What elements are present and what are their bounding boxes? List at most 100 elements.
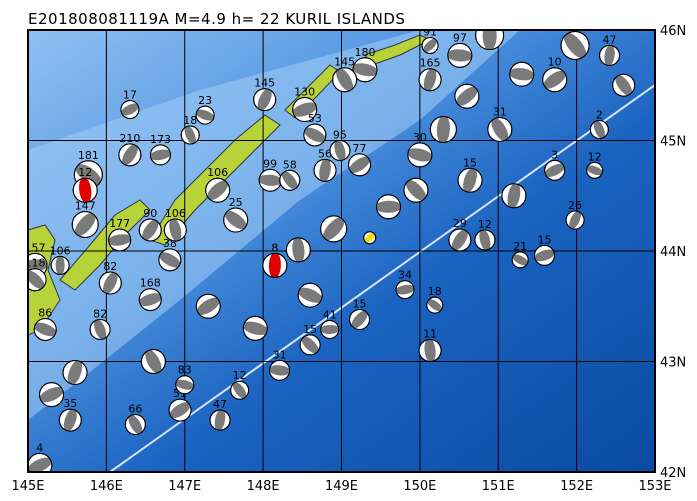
focal-mechanism-beachball[interactable]: 8: [262, 241, 288, 278]
focal-mechanism-beachball[interactable]: 21: [511, 240, 530, 269]
focal-mechanism-beachball[interactable]: 17: [119, 89, 141, 120]
focal-mechanism-beachball[interactable]: [285, 236, 311, 263]
focal-mechanism-beachball[interactable]: [37, 382, 66, 408]
focal-mechanism-beachball[interactable]: 11: [418, 327, 442, 363]
focal-mechanism-beachball[interactable]: 47: [209, 398, 231, 432]
focal-mechanism-beachball[interactable]: 34: [394, 269, 415, 300]
focal-mechanism-beachball[interactable]: 18: [180, 114, 200, 146]
focal-mechanism-beachball[interactable]: 86: [32, 306, 59, 341]
focal-mechanism-beachball[interactable]: 210: [118, 132, 142, 168]
focal-mechanism-beachball[interactable]: 26: [565, 199, 585, 231]
focal-mechanism-beachball[interactable]: 145: [332, 56, 358, 94]
focal-mechanism-beachball[interactable]: 15: [349, 298, 371, 332]
event-label: 165: [420, 57, 441, 70]
event-label: 4: [36, 441, 43, 454]
focal-mechanism-beachball[interactable]: [612, 72, 636, 98]
event-label: 17: [123, 89, 137, 102]
focal-mechanism-beachball[interactable]: 168: [137, 277, 163, 312]
focal-mechanism-beachball[interactable]: 12: [72, 166, 98, 204]
focal-mechanism-beachball[interactable]: 23: [194, 94, 216, 125]
event-label: 168: [140, 277, 161, 290]
event-label: 95: [333, 128, 347, 141]
focal-mechanism-beachball[interactable]: 130: [290, 86, 319, 123]
focal-mechanism-beachball[interactable]: 181: [72, 149, 105, 190]
focal-mechanism-beachball[interactable]: 82: [98, 260, 122, 296]
focal-mechanism-beachball[interactable]: 58: [279, 158, 301, 192]
focal-mechanism-beachball[interactable]: 177: [107, 217, 133, 252]
focal-mechanism-beachball[interactable]: 83: [174, 364, 195, 395]
focal-mechanism-beachball[interactable]: 118: [23, 257, 48, 292]
focal-mechanism-beachball[interactable]: 173: [149, 133, 173, 166]
focal-mechanism-beachball[interactable]: 10: [540, 56, 569, 93]
focal-mechanism-beachball[interactable]: 25: [222, 196, 250, 233]
focal-mechanism-beachball[interactable]: 15: [532, 233, 556, 266]
focal-mechanism-beachball[interactable]: [62, 358, 88, 387]
focal-mechanism-beachball[interactable]: 12: [230, 369, 250, 401]
focal-mechanism-beachball[interactable]: 66: [124, 402, 146, 436]
focal-mechanism-beachball[interactable]: 99: [258, 157, 283, 192]
focal-mechanism-beachball[interactable]: 82: [89, 307, 111, 341]
focal-mechanism-beachball[interactable]: 91: [421, 25, 439, 54]
focal-mechanism-beachball[interactable]: 30: [406, 131, 434, 168]
focal-mechanism-beachball[interactable]: [402, 177, 429, 204]
focal-mechanism-beachball[interactable]: 56: [313, 147, 337, 183]
focal-mechanism-beachball[interactable]: 180: [351, 46, 379, 83]
focal-mechanism-beachball[interactable]: 95: [329, 128, 351, 162]
focal-mechanism-beachball[interactable]: [429, 115, 457, 144]
focal-mechanism-beachball[interactable]: 47: [599, 33, 621, 67]
focal-mechanism-beachball[interactable]: [363, 231, 377, 245]
focal-mechanism-beachball[interactable]: [319, 214, 348, 244]
focal-mechanism-beachball[interactable]: 97: [446, 31, 473, 68]
event-label: 91: [423, 25, 437, 38]
focal-mechanism-beachball[interactable]: 90: [138, 207, 162, 243]
focal-mechanism-beachball[interactable]: 147: [71, 199, 99, 239]
event-label: 23: [198, 94, 212, 107]
event-label: 47: [603, 33, 617, 46]
focal-mechanism-beachball[interactable]: 15: [299, 323, 322, 356]
event-label: 66: [128, 402, 142, 415]
focal-mechanism-beachball[interactable]: 106: [163, 207, 187, 243]
event-label: 210: [119, 132, 140, 145]
focal-mechanism-beachball[interactable]: [375, 194, 402, 220]
event-label: 10: [548, 56, 562, 69]
focal-mechanism-beachball[interactable]: 2: [589, 108, 609, 140]
focal-mechanism-beachball[interactable]: 35: [58, 397, 82, 433]
focal-mechanism-beachball[interactable]: 106: [204, 166, 232, 203]
event-label: 3: [551, 148, 558, 161]
focal-mechanism-beachball[interactable]: 38: [157, 237, 183, 272]
event-label: 90: [143, 207, 157, 220]
focal-mechanism-beachball[interactable]: 15: [457, 156, 483, 194]
event-label: 29: [453, 217, 467, 230]
focal-mechanism-beachball[interactable]: 53: [302, 112, 329, 147]
focal-mechanism-beachball[interactable]: [296, 282, 325, 308]
focal-mechanism-beachball[interactable]: 31: [268, 348, 291, 381]
focal-mechanism-beachball[interactable]: 12: [585, 150, 604, 179]
focal-mechanism-beachball[interactable]: 29: [448, 217, 472, 253]
focal-mechanism-beachball[interactable]: [501, 182, 527, 210]
focal-mechanism-beachball[interactable]: [453, 83, 481, 109]
focal-mechanism-beachball[interactable]: 165: [418, 57, 442, 93]
focal-mechanism-beachball[interactable]: 3: [543, 148, 567, 181]
trench-line: [109, 84, 655, 472]
lon-tick-label: 147E: [168, 479, 201, 494]
event-label: 106: [207, 166, 228, 179]
event-label: 15: [463, 156, 477, 169]
focal-mechanism-beachball[interactable]: 4: [25, 441, 54, 477]
focal-mechanism-beachball[interactable]: 104: [475, 10, 505, 51]
focal-mechanism-beachball[interactable]: 18: [425, 285, 444, 314]
focal-mechanism-beachball[interactable]: [508, 61, 536, 87]
focal-mechanism-beachball[interactable]: [241, 315, 270, 341]
focal-mechanism-beachball[interactable]: [194, 293, 223, 319]
focal-mechanism-beachball[interactable]: 41: [320, 308, 340, 339]
event-label: 99: [263, 157, 277, 170]
focal-mechanism-beachball[interactable]: 77: [346, 142, 372, 177]
focal-mechanism-beachball[interactable]: [140, 347, 166, 376]
focal-mechanism-beachball[interactable]: 43: [560, 19, 590, 61]
focal-mechanism-beachball[interactable]: 12: [474, 218, 496, 252]
focal-mechanism-beachball[interactable]: 106: [50, 244, 71, 275]
focal-mechanism-beachball[interactable]: 145: [253, 77, 277, 113]
focal-mechanism-beachball[interactable]: 31: [487, 105, 513, 143]
lon-tick-label: 145E: [11, 479, 44, 494]
